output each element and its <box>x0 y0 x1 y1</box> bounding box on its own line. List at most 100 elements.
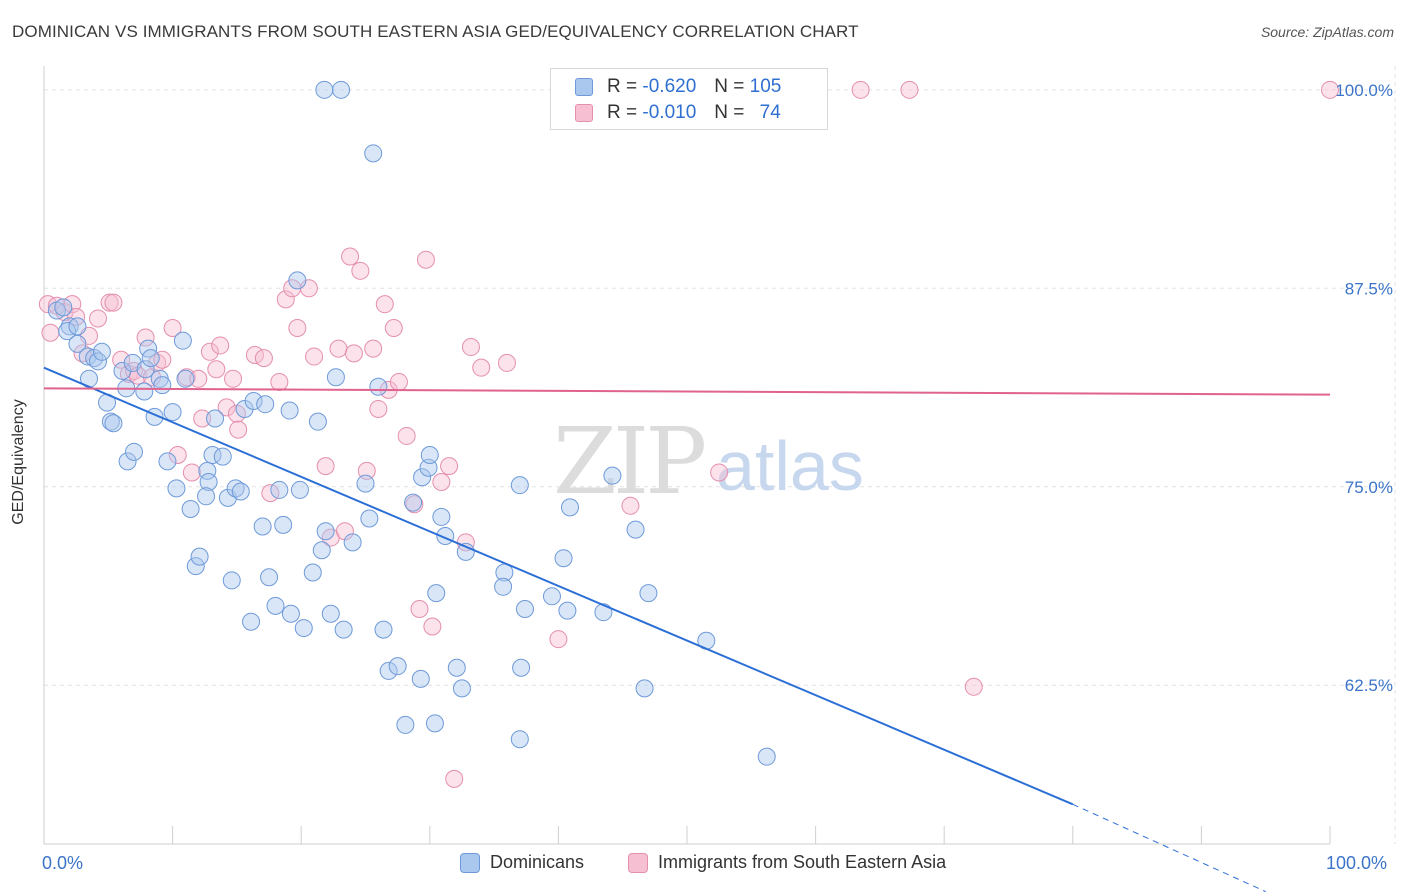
data-point-dominicans <box>199 472 218 491</box>
data-point-immigrants <box>375 295 394 314</box>
data-point-immigrants <box>200 342 219 361</box>
data-point-immigrants <box>73 344 92 363</box>
data-point-dominicans <box>374 620 393 639</box>
data-point-dominicans <box>135 382 154 401</box>
data-point-immigrants <box>168 446 187 464</box>
data-point-immigrants <box>47 296 66 315</box>
y-tick-label: 87.5% <box>1345 279 1393 298</box>
data-point-dominicans <box>626 520 645 539</box>
y-tick-labels: 62.5% 75.0% 87.5% 100.0% <box>1335 81 1393 695</box>
trend-lines <box>43 366 1331 892</box>
data-point-dominicans <box>334 620 353 639</box>
data-point-dominicans <box>231 482 250 501</box>
y-axis-label: GED/Equivalency <box>10 399 27 525</box>
data-point-dominicans <box>68 317 87 336</box>
data-point-dominicans <box>118 452 137 471</box>
n-value: 74 <box>759 102 781 123</box>
r-label: R = <box>607 76 638 97</box>
data-point-immigrants <box>288 318 307 337</box>
data-point-dominicans <box>260 568 279 587</box>
data-point-immigrants <box>153 350 172 369</box>
data-point-dominicans <box>369 377 388 396</box>
data-point-dominicans <box>60 317 79 336</box>
data-point-dominicans <box>256 395 275 414</box>
r-label: R = <box>607 102 638 123</box>
data-point-dominicans <box>515 600 534 619</box>
legend-row-immigrants: R = -0.010 N = 74 <box>575 101 781 125</box>
series-dominicans-points <box>47 80 776 766</box>
data-point-dominicans <box>303 563 322 582</box>
data-point-immigrants <box>397 426 416 445</box>
x-tick-label-max: 100.0% <box>1326 853 1388 873</box>
legend-swatch-pink <box>628 852 648 873</box>
x-tick-label-min: 0.0% <box>42 853 84 873</box>
data-point-dominicans <box>280 401 299 420</box>
data-point-dominicans <box>452 679 471 698</box>
series-immigrants-points <box>38 80 1339 788</box>
data-point-dominicans <box>167 479 186 498</box>
data-point-dominicans <box>388 657 407 676</box>
data-point-dominicans <box>639 584 658 603</box>
data-point-dominicans <box>104 414 123 433</box>
data-point-dominicans <box>316 522 335 541</box>
data-point-dominicans <box>136 360 155 379</box>
data-point-dominicans <box>510 730 529 749</box>
data-point-immigrants <box>207 360 226 379</box>
data-point-dominicans <box>153 376 172 395</box>
data-point-dominicans <box>141 349 160 368</box>
r-value: -0.620 <box>642 76 697 97</box>
data-point-immigrants <box>344 344 363 363</box>
data-point-dominicans <box>181 499 200 518</box>
data-point-dominicans <box>512 658 531 677</box>
data-point-immigrants <box>710 463 729 482</box>
data-point-immigrants <box>217 398 236 417</box>
legend-swatch-blue <box>575 78 593 96</box>
data-point-immigrants <box>41 323 60 342</box>
legend-row-dominicans: R = -0.620 N = 105 <box>575 75 781 99</box>
data-point-immigrants <box>89 309 108 328</box>
data-point-immigrants <box>193 409 212 428</box>
axes <box>43 66 1331 845</box>
data-point-dominicans <box>68 334 87 353</box>
data-point-immigrants <box>851 80 870 99</box>
data-point-immigrants <box>423 617 442 636</box>
data-point-immigrants <box>254 349 273 368</box>
data-point-immigrants <box>67 307 86 326</box>
source-label: Source: ZipAtlas.com <box>1260 24 1394 40</box>
data-point-dominicans <box>494 577 513 596</box>
data-point-dominicans <box>235 399 254 418</box>
data-point-dominicans <box>364 144 383 163</box>
data-point-immigrants <box>224 369 243 388</box>
data-point-immigrants <box>461 338 480 357</box>
data-point-dominicans <box>242 612 261 631</box>
data-point-dominicans <box>158 452 177 471</box>
data-point-dominicans <box>554 549 573 568</box>
data-point-dominicans <box>58 322 77 341</box>
data-point-dominicans <box>288 271 307 290</box>
data-point-immigrants <box>163 318 182 337</box>
data-point-dominicans <box>635 679 654 698</box>
stats-legend: R = -0.620 N = 105 R = -0.010 N = 74 <box>550 68 828 130</box>
data-point-dominicans <box>427 584 446 603</box>
data-point-dominicans <box>447 658 466 677</box>
data-point-immigrants <box>182 463 201 482</box>
data-point-immigrants <box>445 769 464 788</box>
data-point-immigrants <box>369 399 388 418</box>
data-point-dominicans <box>78 347 97 366</box>
y-tick-label: 75.0% <box>1345 478 1393 497</box>
trend-line-dominicans-extension <box>1072 803 1266 892</box>
data-point-dominicans <box>757 747 776 766</box>
data-point-dominicans <box>603 466 622 485</box>
series-legend: Dominicans Immigrants from South Eastern… <box>0 852 1406 876</box>
data-point-immigrants <box>276 290 295 309</box>
data-point-dominicans <box>226 479 245 498</box>
data-point-immigrants <box>341 247 360 266</box>
data-point-immigrants <box>416 250 435 269</box>
legend-label: Immigrants from South Eastern Asia <box>658 852 947 872</box>
legend-swatch-blue <box>460 852 480 873</box>
r-value: -0.010 <box>642 102 697 123</box>
data-point-immigrants <box>270 372 289 391</box>
y-tick-label: 62.5% <box>1345 676 1393 695</box>
data-point-dominicans <box>315 80 334 99</box>
